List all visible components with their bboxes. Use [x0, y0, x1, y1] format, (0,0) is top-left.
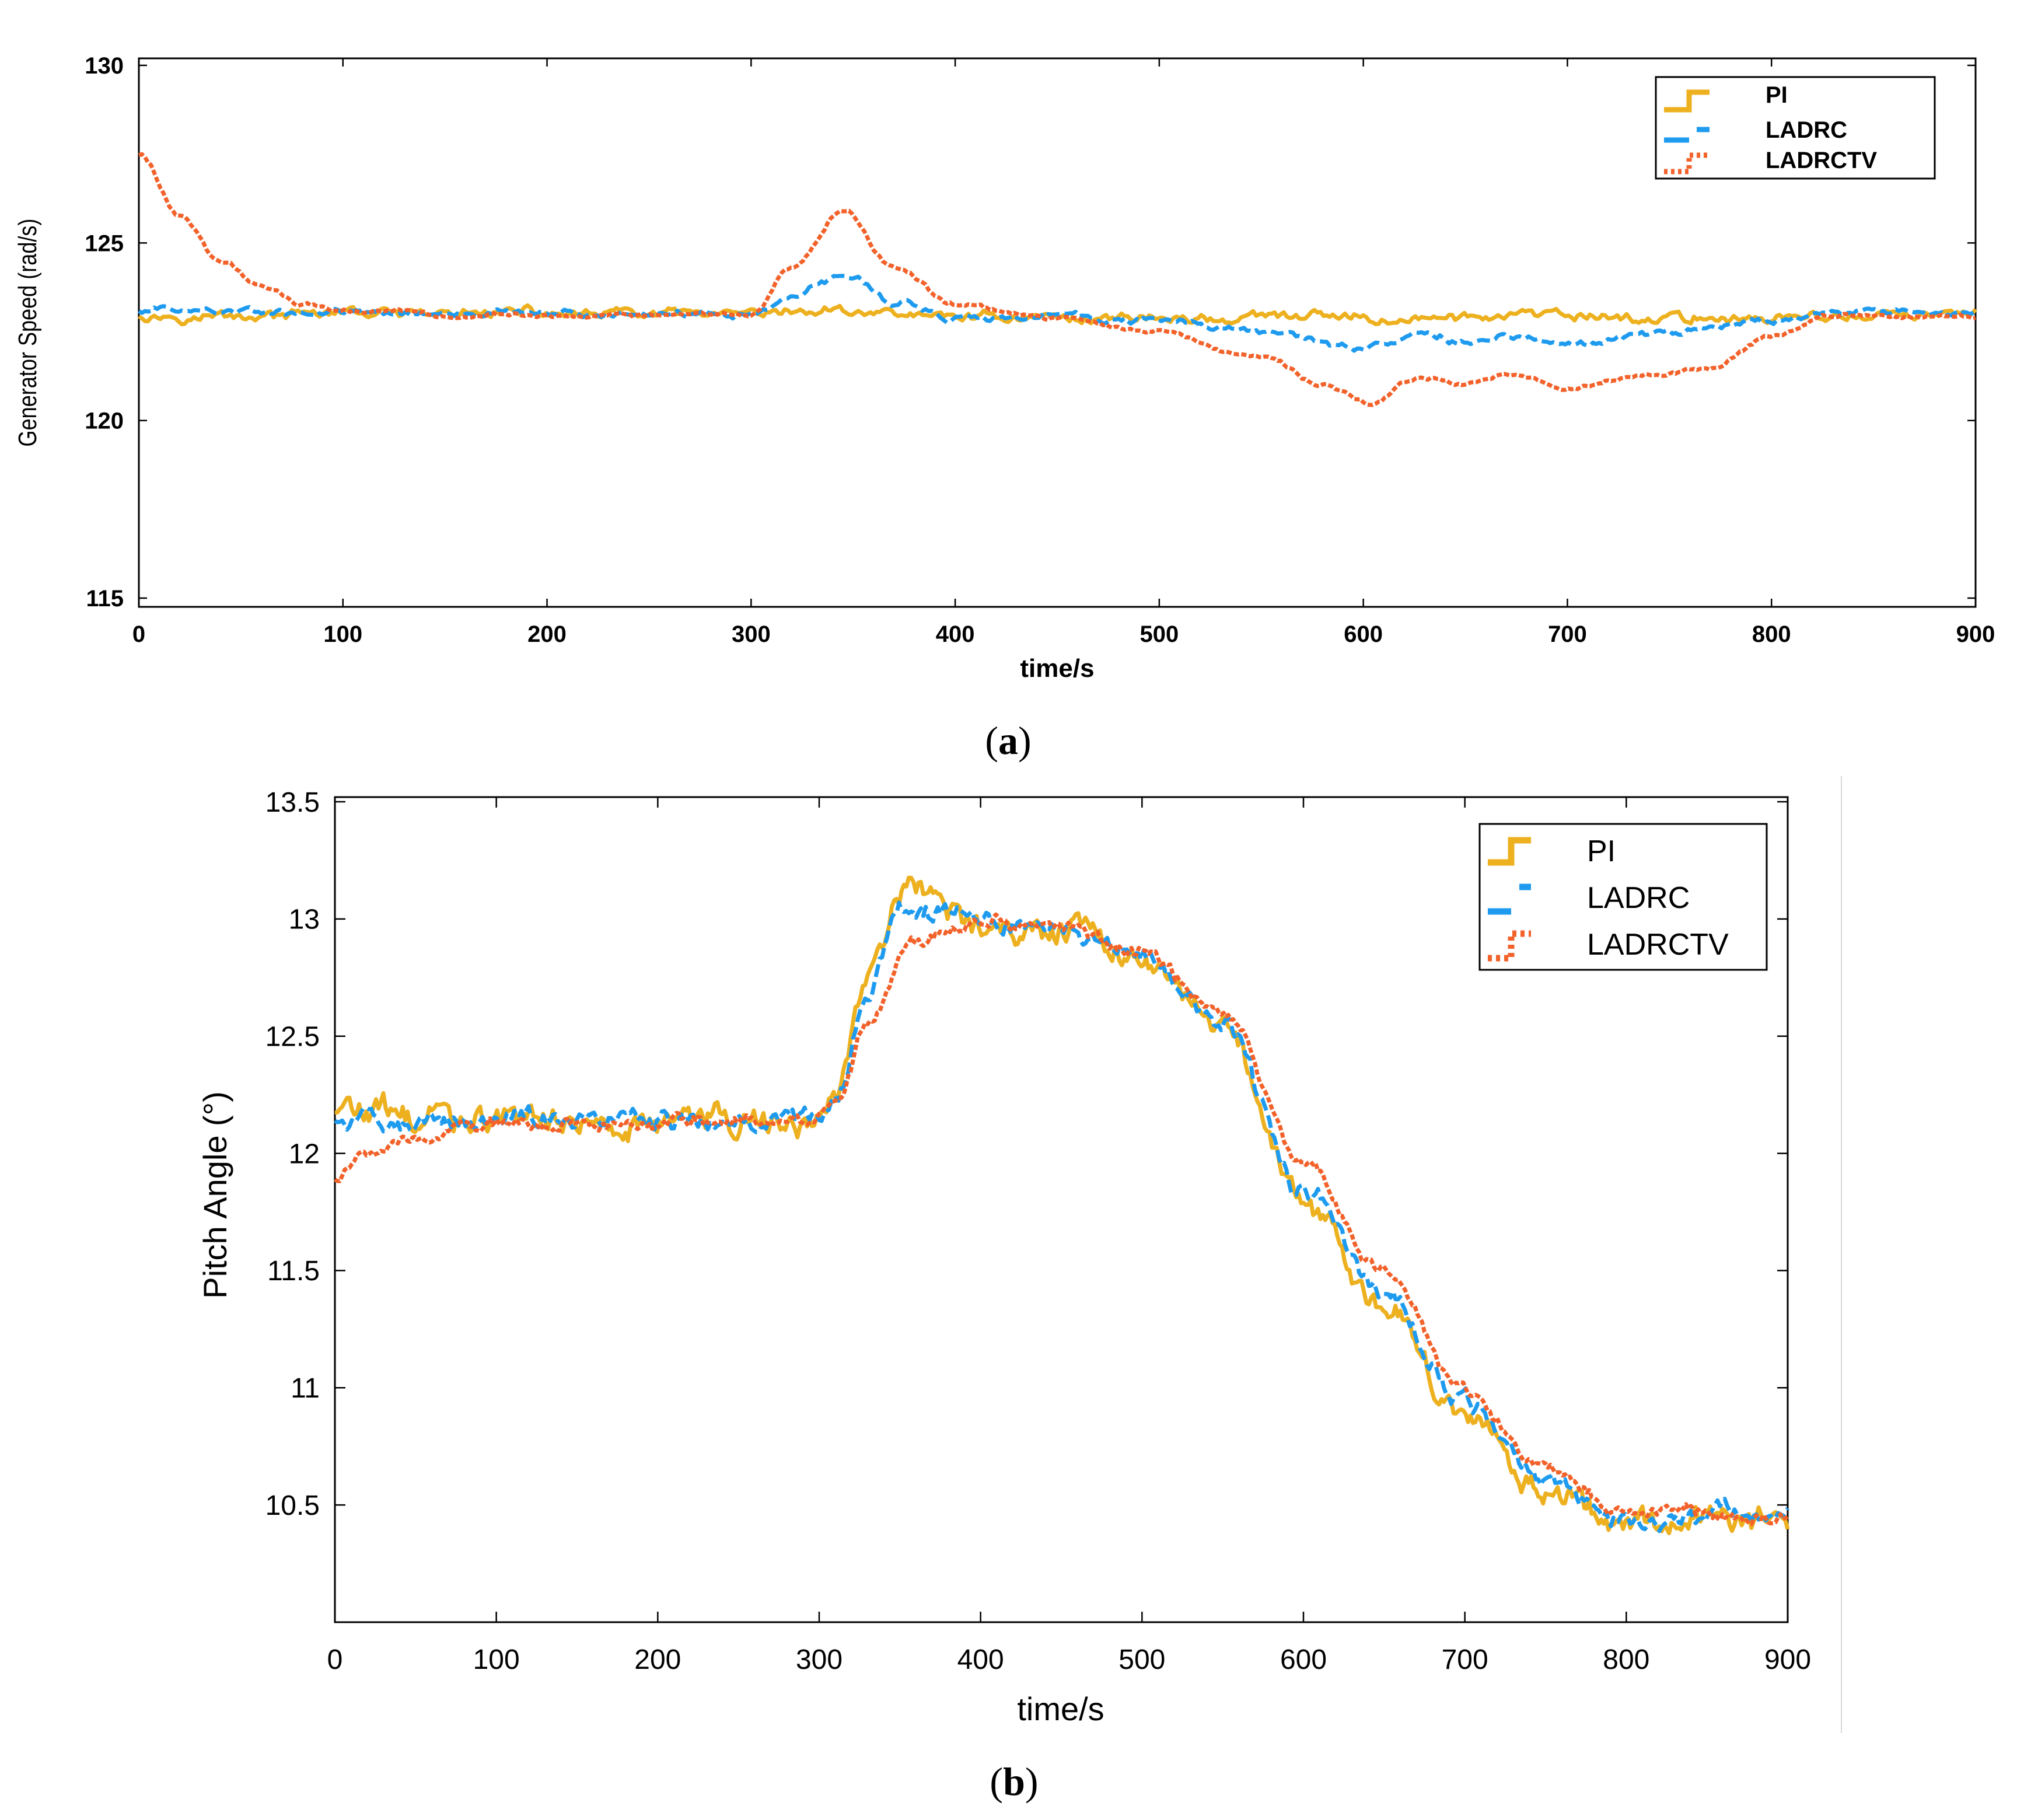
x-tick-label: 600 — [1280, 1644, 1327, 1675]
x-axis-label: time/s — [1020, 654, 1094, 683]
x-tick-label: 300 — [796, 1644, 843, 1675]
legend-box — [1478, 823, 1768, 971]
legend-label-ladrctv: LADRCTV — [1587, 928, 1729, 962]
axis-ticks — [334, 797, 1789, 1622]
legend-label-ladrc: LADRC — [1766, 117, 1847, 143]
x-tick-label: 500 — [1140, 621, 1179, 647]
legend: PI LADRC LADRCTV — [1655, 76, 1936, 180]
legend-swatch-pi — [1664, 89, 1710, 113]
panel-caption-b: (b) — [990, 1759, 1038, 1804]
series-line-ladrctv — [334, 912, 1789, 1526]
panel-caption-b-letter: b — [1003, 1759, 1025, 1804]
y-tick-label: 125 — [85, 230, 124, 256]
panel-b: 0 100 200 300 400 500 600 700 800 900 10.5 11 11.5 12… — [197, 776, 1842, 1804]
panel-caption-a-letter: a — [998, 718, 1018, 763]
series-layer — [138, 152, 1977, 407]
x-axis-label: time/s — [1017, 1690, 1104, 1727]
legend-swatch-pi — [1488, 837, 1531, 866]
y-tick-label: 12.5 — [265, 1022, 320, 1053]
x-tick-label: 500 — [1118, 1644, 1165, 1675]
y-tick-label: 13.5 — [265, 787, 320, 818]
x-tick-label: 0 — [327, 1644, 343, 1675]
y-axis-label: Generator Speed (rad/s) — [13, 219, 42, 447]
x-tick-label: 700 — [1442, 1644, 1488, 1675]
y-tick-label: 115 — [86, 586, 124, 612]
series-line-ladrc — [138, 274, 1977, 353]
panel-caption-a: (a) — [985, 718, 1031, 763]
x-tick-label: 700 — [1548, 621, 1587, 647]
legend: PI LADRC LADRCTV — [1478, 823, 1768, 971]
x-tick-label: 200 — [527, 621, 567, 647]
x-tick-label: 300 — [732, 621, 771, 647]
series-line-ladrc — [334, 900, 1790, 1533]
y-tick-label: 13 — [289, 904, 320, 935]
panel-a: 0 100 200 300 400 500 600 700 800 900 115 120 125 130… — [13, 53, 1995, 763]
x-tick-label: 100 — [323, 621, 362, 647]
tick-labels: 0 100 200 300 400 500 600 700 800 900 115 120 125 130 — [85, 53, 1995, 647]
x-tick-label: 800 — [1752, 621, 1791, 647]
tick-labels: 0 100 200 300 400 500 600 700 800 900 10.5 11 11.5 12… — [265, 787, 1811, 1675]
legend-swatch-ladrc — [1664, 127, 1710, 143]
legend-label-pi: PI — [1766, 82, 1788, 108]
y-tick-label: 10.5 — [265, 1490, 320, 1521]
x-tick-label: 200 — [634, 1644, 681, 1675]
x-tick-label: 400 — [936, 621, 975, 647]
legend-swatch-ladrc — [1488, 883, 1531, 915]
y-tick-label: 11.5 — [267, 1256, 320, 1287]
legend-label-ladrctv: LADRCTV — [1766, 148, 1877, 173]
legend-label-ladrc: LADRC — [1587, 881, 1690, 915]
series-layer — [334, 875, 1790, 1535]
y-axis-label: Pitch Angle (°) — [197, 1091, 233, 1298]
x-tick-label: 400 — [957, 1644, 1004, 1675]
y-tick-label: 11 — [291, 1373, 320, 1404]
y-tick-label: 130 — [85, 53, 124, 79]
series-line-ladrctv — [138, 152, 1976, 407]
legend-swatch-ladrctv — [1488, 930, 1531, 962]
x-tick-label: 100 — [473, 1644, 520, 1675]
x-tick-label: 900 — [1956, 621, 1995, 647]
x-tick-label: 600 — [1344, 621, 1383, 647]
legend-swatch-ladrctv — [1664, 152, 1710, 174]
x-tick-label: 0 — [132, 621, 145, 647]
axis-ticks — [138, 58, 1977, 607]
y-tick-label: 120 — [85, 408, 124, 434]
x-tick-label: 800 — [1603, 1644, 1649, 1675]
x-tick-label: 900 — [1764, 1644, 1811, 1675]
series-line-pi — [335, 875, 1790, 1535]
y-tick-label: 12 — [289, 1138, 320, 1169]
legend-label-pi: PI — [1587, 834, 1616, 868]
